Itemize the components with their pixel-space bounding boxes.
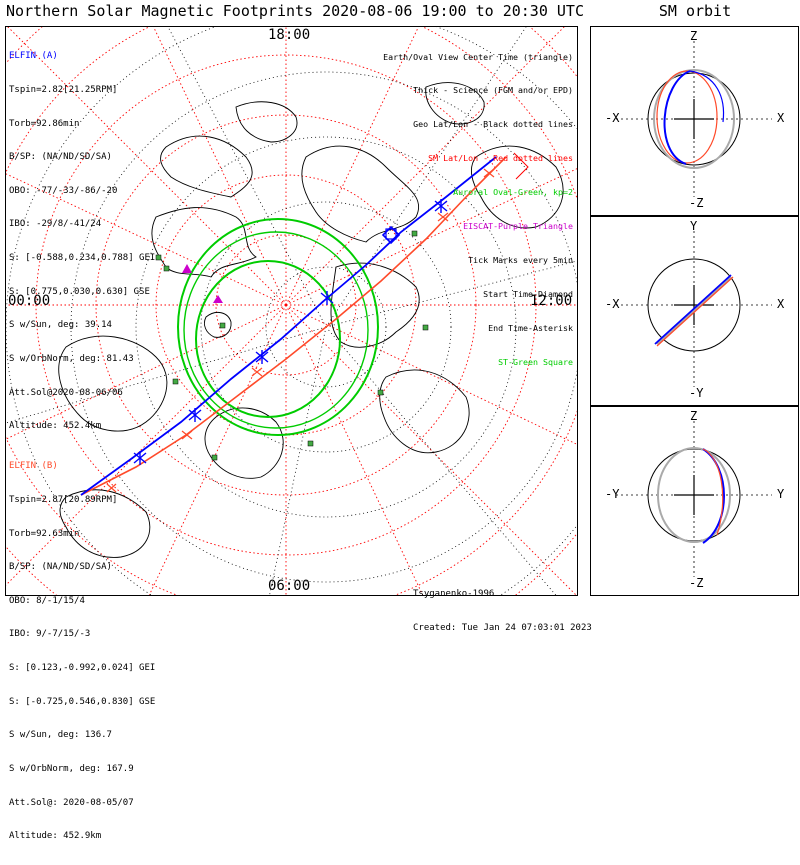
oval-view-marker [513, 152, 529, 180]
elfin-a-name: ELFIN (A) [9, 51, 58, 62]
elfin-a-line: S: [-0.588,0.234,0.788] GEI [9, 253, 156, 264]
elfin-b-line: Altitude: 452.9km [9, 831, 102, 842]
ground-stations [155, 230, 429, 461]
legend-entry: ST-Green Square [498, 356, 573, 367]
elfin-a-line: S w/OrbNorm, deg: 81.43 [9, 353, 134, 364]
axis-label-top: Z [690, 29, 697, 43]
geo-latitude-grid [6, 27, 577, 595]
auroral-oval [177, 218, 379, 436]
elfin-b-line: S w/Sun, deg: 136.7 [9, 730, 112, 741]
elfin-a-line: S: [0.775,0.030,0.630] GSE [9, 286, 150, 297]
elfin-a-line: Tspin=2.82[21.25RPM] [9, 85, 118, 96]
map-legend: Earth/Oval View Center Time (triangle) T… [383, 29, 573, 391]
mlt-label-bottom: 06:00 [268, 578, 311, 594]
credits: Tsyganenko-1996 Created: Tue Jan 24 07:0… [413, 567, 592, 657]
elfin-b-line: S: [0.123,-0.992,0.024] GEI [9, 663, 156, 674]
geo-longitude-grid [6, 27, 577, 595]
elfin-a-line: B/SP: (NA/ND/SD/SA) [9, 152, 112, 163]
legend-entry: Auroral Oval-Green, kp=2 [453, 187, 573, 198]
elfin-a-line: S w/Sun, deg: 39.14 [9, 320, 112, 331]
legend-entry: Geo Lat/Lon - Black dotted lines [413, 119, 573, 130]
axis-label-left: -Y [605, 487, 620, 501]
legend-entry: Start Time-Diamond [483, 288, 573, 299]
axis-label-top: Y [690, 219, 698, 233]
axis-label-right: X [777, 111, 785, 125]
elfin-a-track [80, 156, 497, 496]
legend-entry: Earth/Oval View Center Time (triangle) [383, 51, 573, 62]
mlt-label-right: 12:00 [530, 293, 573, 309]
elfin-a-line: Torb=92.86min [9, 118, 80, 129]
legend-entry: Thick - Science (FGM and/or EPD) [413, 85, 573, 96]
elfin-a-info: ELFIN (A) Tspin=2.82[21.25RPM] Torb=92.8… [9, 29, 155, 455]
sm-orbit-yz-panel: Z -Z -Y Y [590, 406, 799, 596]
elfin-a-line: Att.Sol@2020-08-06/06 [9, 387, 123, 398]
axis-label-right: Y [777, 487, 785, 501]
elfin-b-line: Torb=92.63min [9, 528, 80, 539]
legend-entry: SM Lat/Lon - Red dotted lines [428, 153, 573, 164]
elfin-b-line: B/SP: (NA/ND/SD/SA) [9, 562, 112, 573]
created-timestamp: Created: Tue Jan 24 07:03:01 2023 [413, 623, 592, 634]
elfin-b-line: Att.Sol@: 2020-08-05/07 [9, 797, 134, 808]
mlt-label-left: 00:00 [8, 293, 51, 309]
sm-orbit-xy-panel: Y -Y -X X [590, 216, 799, 406]
elfin-b-line: OBO: 8/-1/15/4 [9, 595, 85, 606]
sm-orbit-yz-plot: Z -Z -Y Y [605, 409, 785, 590]
sm-orbit-xz-plot: Z -Z -X X [605, 29, 785, 210]
eiscat-triangles [182, 264, 223, 303]
sm-orbit-xz-panel: Z -Z -X X [590, 26, 799, 216]
sm-orbit-xy-plot: Y -Y -X X [605, 219, 785, 400]
elfin-a-line: OBO: -77/-33/-86/-20 [9, 185, 118, 196]
legend-entry: End Time-Asterisk [488, 322, 573, 333]
axis-label-left: -X [605, 111, 620, 125]
sm-longitude-grid [6, 27, 577, 595]
legend-entry: EISCAT-Purple Triangle [463, 221, 573, 232]
axis-label-top: Z [690, 409, 697, 423]
footprint-map [6, 27, 577, 595]
elfin-a-line: Altitude: 452.4km [9, 421, 102, 432]
axis-label-bottom: -Y [689, 386, 704, 400]
elfin-b-info: ELFIN (B) Tspin=2.87[20.89RPM] Torb=92.6… [9, 439, 155, 865]
elfin-b-line: S: [-0.725,0.546,0.830] GSE [9, 696, 156, 707]
map-title: Northern Solar Magnetic Footprints 2020-… [6, 2, 584, 20]
mlt-label-top: 18:00 [268, 27, 311, 43]
axis-label-bottom: -Z [689, 196, 703, 210]
legend-entry: Tick Marks every 5min [468, 254, 573, 265]
elfin-b-line: S w/OrbNorm, deg: 167.9 [9, 763, 134, 774]
axis-label-left: -X [605, 297, 620, 311]
footprint-map-panel: 18:00 00:00 12:00 06:00 ELFIN (A) Tspin=… [5, 26, 592, 841]
elfin-b-track [80, 156, 507, 496]
elfin-b-name: ELFIN (B) [9, 461, 58, 472]
sm-orbit-title: SM orbit [658, 2, 732, 20]
axis-label-right: X [777, 297, 785, 311]
elfin-b-line: Tspin=2.87[20.89RPM] [9, 495, 118, 506]
axis-label-bottom: -Z [689, 576, 703, 590]
model-credit: Tsyganenko-1996 [413, 589, 495, 600]
elfin-b-line: IBO: 9/-7/15/-3 [9, 629, 91, 640]
elfin-a-line: IBO: -29/8/-41/24 [9, 219, 102, 230]
